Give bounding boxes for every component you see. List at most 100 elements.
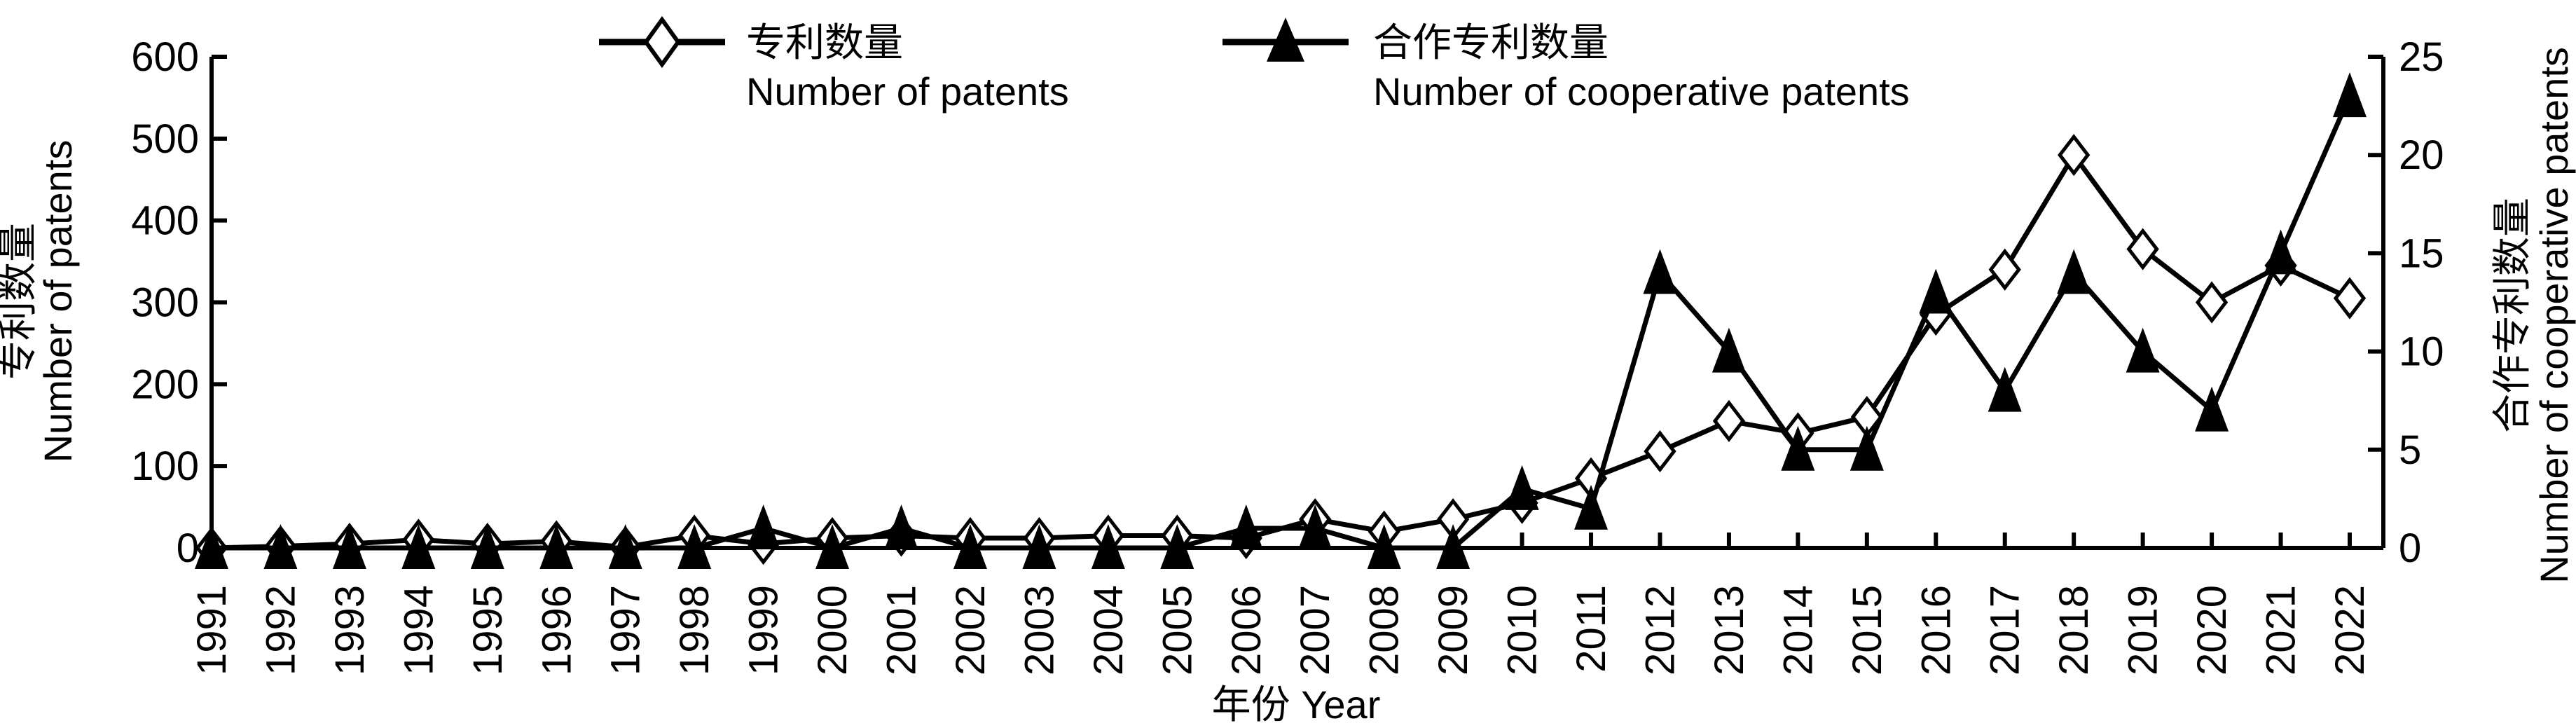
data-point-patents (2195, 281, 2229, 324)
legend-diamond-icon (643, 15, 681, 69)
x-tick-label: 1996 (534, 585, 579, 675)
x-tick-label: 2004 (1086, 585, 1131, 675)
data-point-cooperative (677, 524, 712, 569)
y-axis-right-title-cn: 合作专利数量 (2490, 198, 2534, 433)
legend-label-patents-en: Number of patents (746, 69, 1069, 114)
y-axis-left-title-cn: 专利数量 (0, 223, 40, 380)
data-point-patents (1712, 399, 1746, 443)
x-tick-label: 2021 (2259, 585, 2304, 675)
x-tick-label: 2005 (1155, 585, 1200, 675)
data-point-cooperative (332, 524, 366, 569)
x-tick-label: 2002 (948, 585, 993, 675)
x-tick-label: 2015 (1845, 585, 1890, 675)
data-point-patents (1988, 248, 2021, 291)
data-point-patents (2058, 134, 2091, 177)
x-tick-label: 1993 (327, 585, 373, 675)
data-point-cooperative (1711, 327, 1746, 373)
series-line-cooperative (212, 95, 2353, 551)
x-tick-label: 2009 (1431, 585, 1476, 675)
y-axis-left-title-en: Number of patents (36, 140, 80, 463)
data-point-cooperative (1022, 524, 1056, 569)
x-tick-label: 2013 (1707, 585, 1752, 675)
x-tick-label: 2019 (2121, 585, 2166, 675)
y-tick-label-right: 20 (2399, 132, 2444, 178)
data-point-cooperative (1229, 504, 1263, 549)
data-point-patents (2333, 277, 2367, 320)
y-tick-label-right: 0 (2399, 526, 2421, 571)
data-point-cooperative (2126, 327, 2160, 373)
x-tick-label: 2018 (2051, 585, 2097, 675)
x-tick-label: 1991 (189, 585, 235, 675)
x-tick-label: 2003 (1017, 585, 1062, 675)
y-axis-right-title-en: Number of cooperative patents (2532, 47, 2576, 584)
data-point-cooperative (953, 524, 987, 569)
data-point-cooperative (2057, 249, 2091, 294)
y-tick-label-left: 0 (177, 526, 199, 571)
data-point-cooperative (401, 524, 436, 569)
data-point-cooperative (608, 524, 642, 569)
data-point-cooperative (815, 524, 850, 569)
x-tick-label: 2010 (1500, 585, 1545, 675)
data-point-cooperative (1643, 249, 1677, 294)
data-point-cooperative (1367, 524, 1401, 569)
x-axis-title: 年份 Year (1212, 682, 1381, 727)
data-point-patents (2126, 228, 2159, 270)
data-point-cooperative (746, 504, 780, 549)
legend: 专利数量 Number of patents 合作专利数量 Number of … (599, 15, 1910, 114)
y-tick-label-right: 25 (2399, 34, 2444, 80)
data-point-cooperative (1160, 524, 1194, 569)
data-point-cooperative (1919, 268, 1953, 314)
data-point-cooperative (2264, 229, 2298, 275)
data-point-cooperative (1505, 465, 1539, 510)
tick-labels: 0 100 200 300 400 500 600 0 5 10 15 20 25 1991 1992 199… (131, 34, 2444, 675)
x-tick-label: 1999 (741, 585, 787, 675)
data-point-cooperative (1850, 425, 1884, 471)
x-tick-label: 1995 (465, 585, 511, 675)
legend-triangle-icon (1267, 18, 1304, 62)
data-point-cooperative (1091, 524, 1125, 569)
data-point-cooperative (2333, 72, 2367, 118)
legend-label-cooperative-cn: 合作专利数量 (1373, 20, 1609, 64)
data-point-cooperative (1574, 484, 1609, 530)
data-point-cooperative (1781, 425, 1815, 471)
legend-label-cooperative-en: Number of cooperative patents (1373, 69, 1910, 114)
legend-label-patents-cn: 专利数量 (746, 20, 903, 64)
data-point-cooperative (470, 524, 504, 569)
data-point-cooperative (1436, 524, 1470, 569)
y-tick-label-left: 300 (131, 280, 199, 326)
y-tick-label-left: 400 (131, 198, 199, 244)
x-tick-label: 2016 (1913, 585, 1959, 675)
x-tick-label: 2017 (1983, 585, 2028, 675)
data-point-cooperative (263, 524, 298, 569)
y-tick-label-right: 5 (2399, 427, 2421, 473)
data-point-cooperative (539, 524, 574, 569)
x-tick-label: 2020 (2189, 585, 2235, 675)
x-tick-label: 2022 (2327, 585, 2373, 675)
x-tick-label: 2008 (1362, 585, 1407, 675)
series-layer (195, 72, 2367, 570)
x-tick-label: 2000 (810, 585, 855, 675)
data-point-cooperative (1988, 366, 2022, 412)
data-point-cooperative (195, 524, 228, 569)
y-tick-label-right: 10 (2399, 329, 2444, 375)
x-tick-label: 2001 (879, 585, 925, 675)
y-tick-label-left: 500 (131, 116, 199, 162)
x-tick-label: 2007 (1293, 585, 1338, 675)
y-tick-label-left: 200 (131, 362, 199, 407)
x-tick-label: 1992 (258, 585, 303, 675)
data-point-patents (1644, 430, 1676, 473)
x-tick-label: 2014 (1775, 585, 1821, 675)
x-tick-label: 2011 (1569, 585, 1614, 673)
x-tick-label: 1997 (603, 585, 649, 675)
data-point-cooperative (884, 504, 918, 549)
x-tick-label: 1994 (396, 585, 441, 675)
y-tick-label-left: 100 (131, 444, 199, 489)
x-tick-label: 2012 (1637, 585, 1683, 675)
y-tick-label-right: 15 (2399, 231, 2444, 276)
x-tick-label: 2006 (1224, 585, 1269, 675)
data-point-cooperative (1298, 504, 1332, 549)
y-tick-label-left: 600 (131, 34, 199, 80)
data-point-cooperative (2195, 386, 2229, 432)
x-tick-label: 1998 (672, 585, 717, 675)
